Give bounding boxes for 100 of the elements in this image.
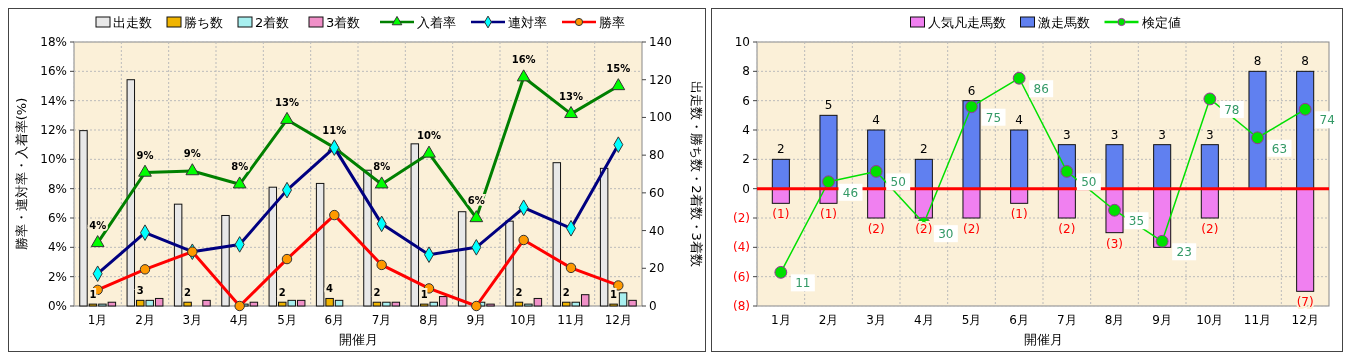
legend-label: 連対率 xyxy=(508,15,547,30)
data-label: 4 xyxy=(872,113,880,127)
data-label: (2) xyxy=(1058,222,1076,236)
y-tick-label: 16% xyxy=(40,64,67,79)
x-axis-title: 開催月 xyxy=(1023,332,1063,347)
data-label: 86 xyxy=(1033,82,1049,97)
y2-tick-label: 120 xyxy=(649,72,672,87)
x-tick-label: 11月 xyxy=(557,313,585,327)
data-label: 13% xyxy=(559,90,583,102)
data-label: 78 xyxy=(1224,102,1240,117)
x-tick-label: 4月 xyxy=(914,313,934,327)
y2-tick-label: 60 xyxy=(649,185,665,200)
data-label: (1) xyxy=(1010,207,1028,222)
y2-tick-label: 40 xyxy=(649,223,665,238)
x-tick-label: 10月 xyxy=(1196,313,1224,327)
legend-label: 出走数 xyxy=(113,15,152,30)
data-label: 3 xyxy=(1063,127,1071,142)
data-label: (2) xyxy=(1201,222,1219,236)
data-label: 5 xyxy=(824,98,833,113)
data-label: 1 xyxy=(420,289,428,301)
data-label: 2 xyxy=(515,287,523,299)
data-label: 3 xyxy=(1158,127,1166,142)
y-tick-label: 8% xyxy=(47,181,67,196)
data-label: (1) xyxy=(772,207,790,222)
data-label: 8% xyxy=(373,161,391,173)
data-label: 2 xyxy=(278,287,286,299)
data-label: 63 xyxy=(1271,141,1288,156)
data-label: 2 xyxy=(373,287,381,299)
y-tick-label: 14% xyxy=(40,93,67,108)
legend-label: 検定値 xyxy=(1141,15,1181,30)
data-label: 50 xyxy=(890,175,906,190)
legend-label: 2着数 xyxy=(255,15,290,30)
x-tick-label: 8月 xyxy=(419,313,439,327)
y2-tick-label: 100 xyxy=(649,110,672,125)
data-label: 35 xyxy=(1128,214,1145,229)
data-label: 30 xyxy=(938,227,954,242)
data-label: 8 xyxy=(1253,54,1262,69)
y2-tick-label: 20 xyxy=(649,261,665,276)
y-tick-label: 4 xyxy=(742,123,750,137)
data-label: 4% xyxy=(89,219,107,231)
data-label: (1) xyxy=(820,207,837,222)
y2-tick-label: 0 xyxy=(649,299,657,313)
y2-axis-title: 出走数・勝ち数・2着数・3着数 xyxy=(689,81,704,267)
data-label: 9% xyxy=(183,148,201,160)
y-tick-label: 6 xyxy=(742,93,750,108)
x-tick-label: 9月 xyxy=(466,313,487,327)
x-tick-label: 1月 xyxy=(87,313,108,327)
x-tick-label: 9月 xyxy=(1152,313,1172,327)
y-tick-label: 2% xyxy=(47,269,67,284)
y-axis-title: 勝率・連対率・入着率(%) xyxy=(14,97,29,251)
legend-label: 勝率 xyxy=(599,15,625,30)
y-tick-label: 4% xyxy=(47,240,67,255)
legend-label: 人気凡走馬数 xyxy=(927,15,1006,30)
x-tick-label: 3月 xyxy=(182,313,203,327)
data-label: 3 xyxy=(1206,127,1214,142)
data-label: 10% xyxy=(417,130,441,142)
data-label: 16% xyxy=(511,54,536,66)
x-tick-label: 6月 xyxy=(324,313,345,327)
x-tick-label: 3月 xyxy=(866,313,886,327)
legend-label: 3着数 xyxy=(326,15,361,30)
data-label: 2 xyxy=(777,142,785,157)
y-tick-label: (6) xyxy=(733,269,750,284)
data-label: 11 xyxy=(795,276,811,291)
y-tick-label: 8 xyxy=(742,64,750,79)
data-label: 8% xyxy=(231,161,249,173)
x-tick-label: 11月 xyxy=(1243,313,1272,327)
y2-tick-label: 140 xyxy=(649,35,672,49)
legend-label: 入着率 xyxy=(417,15,456,30)
y2-tick-label: 80 xyxy=(649,148,665,163)
data-label: 1 xyxy=(610,289,618,301)
y-tick-label: 10% xyxy=(40,152,67,167)
x-tick-label: 7月 xyxy=(1057,313,1077,327)
x-tick-label: 12月 xyxy=(1291,313,1319,327)
x-tick-label: 6月 xyxy=(1009,313,1029,327)
y-tick-label: 10 xyxy=(734,35,750,49)
data-label: (7) xyxy=(1296,295,1314,310)
y-tick-label: 0% xyxy=(47,299,67,313)
data-label: 4 xyxy=(326,283,334,295)
data-label: 3 xyxy=(136,285,144,297)
data-label: 3 xyxy=(1110,127,1119,142)
y-tick-label: 2 xyxy=(742,152,750,167)
x-tick-label: 4月 xyxy=(229,313,250,327)
x-tick-label: 7月 xyxy=(371,313,392,327)
data-label: 75 xyxy=(985,110,1002,125)
x-tick-label: 2月 xyxy=(135,313,155,327)
data-label: 74 xyxy=(1319,113,1335,128)
data-label: 2 xyxy=(184,287,192,299)
legend-label: 激走馬数 xyxy=(1037,15,1090,30)
data-label: 4 xyxy=(1015,113,1023,127)
y-tick-label: 18% xyxy=(40,35,67,49)
x-tick-label: 5月 xyxy=(277,313,297,327)
data-label: 50 xyxy=(1081,175,1097,190)
data-label: 8 xyxy=(1301,54,1309,69)
x-tick-label: 2月 xyxy=(818,313,839,327)
data-label: 46 xyxy=(842,185,859,200)
y-tick-label: 0 xyxy=(742,181,750,196)
data-label: 13% xyxy=(275,96,299,108)
data-label: 2 xyxy=(920,142,928,157)
data-label: (2) xyxy=(963,222,980,236)
y-tick-label: (4) xyxy=(733,240,750,255)
